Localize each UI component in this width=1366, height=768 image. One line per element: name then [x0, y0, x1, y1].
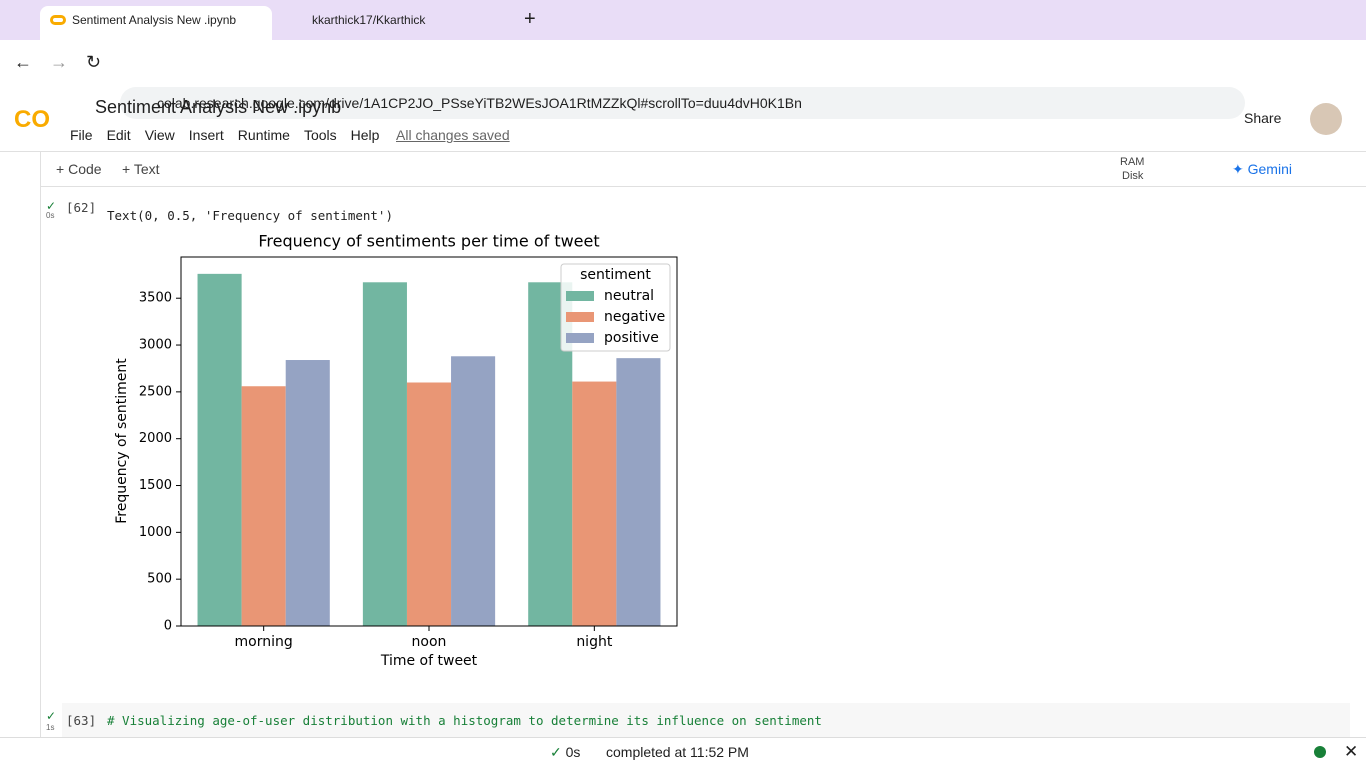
- notebook-title[interactable]: Sentiment Analysis New .ipynb: [95, 97, 342, 117]
- ram-label: RAM: [1120, 156, 1145, 168]
- legend-swatch: [566, 291, 594, 301]
- back-button[interactable]: ←: [14, 52, 32, 72]
- bar: [197, 273, 242, 626]
- y-tick-label: 2000: [139, 431, 172, 446]
- legend-label: negative: [604, 309, 665, 325]
- bar: [616, 358, 661, 626]
- legend-box: [560, 263, 671, 352]
- menu-item[interactable]: Runtime: [237, 127, 290, 143]
- share-button[interactable]: Share: [1244, 110, 1282, 126]
- status-time: ✓ 0s: [550, 744, 581, 760]
- chart: Frequency of sentiments per time of twee…: [114, 232, 678, 669]
- gemini-label: Gemini: [1247, 161, 1292, 177]
- avatar[interactable]: [1310, 103, 1342, 135]
- url-field[interactable]: colab.research.google.com/drive/1A1CP2JO…: [120, 87, 1245, 119]
- x-axis-label: Time of tweet: [380, 653, 478, 669]
- tab[interactable]: Sentiment Analysis New .ipynb: [40, 6, 272, 40]
- y-tick-label: 0: [164, 619, 172, 634]
- menu-item[interactable]: Insert: [188, 127, 224, 143]
- colab-logo[interactable]: CO: [14, 106, 50, 133]
- cell-output: Text(0, 0.5, 'Frequency of sentiment'): [107, 208, 393, 223]
- menu-bar: File Edit View Insert Runtime Tools Help: [70, 127, 393, 145]
- bar: [241, 386, 286, 626]
- bar: [406, 382, 452, 626]
- toolbar: + Code + Text RAM Disk ✦ Gemini: [40, 152, 1366, 187]
- save-status[interactable]: All changes saved: [396, 127, 510, 143]
- reload-button[interactable]: ↻: [86, 52, 102, 72]
- legend-swatch: [566, 333, 594, 343]
- colab-favicon: [50, 15, 66, 25]
- menu-item[interactable]: Help: [350, 127, 380, 143]
- run-status: ✓: [46, 709, 57, 723]
- y-tick-label: 1500: [139, 478, 172, 493]
- menu-item[interactable]: Edit: [106, 127, 131, 143]
- gemini-button[interactable]: ✦ Gemini: [1232, 161, 1292, 177]
- forward-button[interactable]: →: [50, 52, 68, 72]
- code-comment: # Visualizing age-of-user distribution w…: [107, 713, 822, 728]
- run-status: ✓: [46, 199, 57, 213]
- plot-frame: [180, 256, 678, 627]
- y-tick-label: 3000: [139, 338, 172, 353]
- bar: [572, 381, 617, 626]
- tab-title: Sentiment Analysis New .ipynb: [72, 13, 237, 27]
- cell-time: 1s: [46, 723, 55, 732]
- x-tick-label: noon: [412, 634, 447, 650]
- url: colab.research.google.com/drive/1A1CP2JO…: [157, 95, 802, 111]
- menu-item[interactable]: View: [144, 127, 175, 143]
- sidebar: [0, 152, 41, 737]
- bar: [285, 360, 330, 626]
- chart-title: Frequency of sentiments per time of twee…: [258, 232, 599, 251]
- add-text-label: Text: [133, 161, 160, 177]
- x-tick-label: night: [576, 634, 613, 650]
- connection-dot: [1314, 746, 1326, 758]
- cell-time: 0s: [46, 211, 55, 220]
- legend-label: positive: [604, 330, 659, 346]
- cell-63: ✓ 1s [63] # Visualizing age-of-user dist…: [46, 703, 1350, 737]
- close-status[interactable]: ✕: [1344, 742, 1359, 761]
- tab-bar: Sentiment Analysis New .ipynb kkarthick1…: [0, 0, 1366, 40]
- add-code-label: Code: [68, 161, 102, 177]
- tab-title: kkarthick17/Kkarthick: [312, 13, 426, 27]
- notebook-header: CO Sentiment Analysis New .ipynb File Edi…: [0, 86, 1366, 152]
- legend-title: sentiment: [580, 267, 651, 283]
- legend-label: neutral: [604, 288, 654, 304]
- status-message: completed at 11:52 PM: [606, 744, 749, 760]
- menu-item[interactable]: File: [70, 127, 93, 143]
- y-tick-label: 500: [147, 572, 172, 587]
- y-tick-label: 1000: [139, 525, 172, 540]
- add-text[interactable]: + Text: [122, 161, 160, 177]
- bar: [451, 356, 496, 626]
- add-code[interactable]: + Code: [56, 161, 102, 177]
- y-tick-label: 3500: [139, 291, 172, 306]
- status-time-text: 0s: [565, 744, 581, 760]
- legend-swatch: [566, 312, 594, 322]
- menu-item[interactable]: Tools: [303, 127, 337, 143]
- exec-count: [62]: [66, 200, 97, 215]
- address-bar: ← → ↻ colab.research.google.com/drive/1A…: [0, 40, 1366, 119]
- new-tab[interactable]: +: [524, 8, 536, 30]
- y-tick-label: 2500: [139, 384, 172, 399]
- disk-label: Disk: [1122, 170, 1144, 182]
- tab[interactable]: kkarthick17/Kkarthick: [280, 6, 480, 40]
- exec-count: [63]: [66, 713, 97, 728]
- status-bar: ✓ 0s completed at 11:52 PM ✕: [0, 737, 1366, 768]
- x-tick-label: morning: [235, 634, 293, 650]
- bar: [362, 282, 407, 626]
- y-axis-label: Frequency of sentiment: [114, 358, 130, 524]
